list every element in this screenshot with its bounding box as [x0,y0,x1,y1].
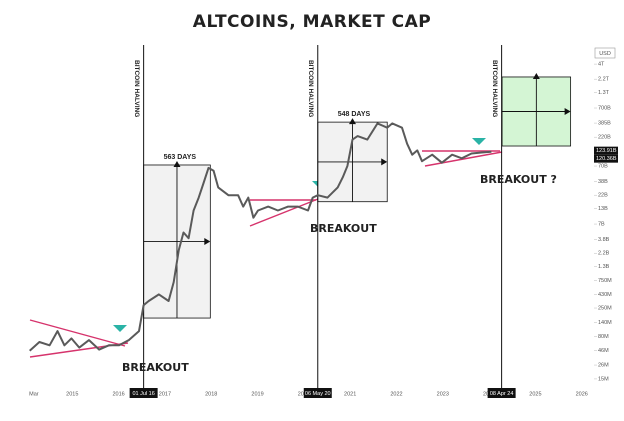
trendline [424,151,503,167]
x-tick-label: 2016 [112,391,124,397]
chart-title: ALTCOINS, MARKET CAP [193,12,431,32]
x-tick-label: 2026 [576,391,588,397]
y-tick-label: 70B [598,163,608,169]
arrow [381,158,388,166]
annotation: BREAKOUT [310,222,377,235]
date-box [303,388,332,398]
price-box [594,146,618,155]
arrow [348,118,356,125]
x-tick-label: 2017 [159,391,171,397]
y-tick-label: 15M [598,376,609,382]
y-tick-label: 13B [598,206,608,212]
y-unit: USD [599,51,611,57]
date-box [129,388,158,398]
halving-label: BITCOIN HALVING [133,60,140,117]
unit-box [594,47,616,59]
y-tick-label: 750M [598,278,612,284]
annotation: BREAKOUT [122,361,189,374]
y-tick-label: 46M [598,348,609,354]
y-tick-label: 220B [598,135,611,141]
arrow [204,238,211,246]
halving-label: BITCOIN HALVING [307,60,314,117]
y-tick-label: 250M [598,305,612,311]
marker [113,325,127,332]
y-tick-label: 2.2B [598,251,610,257]
y-tick-label: 22B [598,193,608,199]
box-label: 563 DAYS [164,154,197,161]
y-tick-label: 1.3T [598,90,610,96]
x-tick-label: 2019 [251,391,263,397]
x-tick-label: 2015 [66,391,78,397]
y-tick-label: 1.3B [598,264,610,270]
trendline [29,319,126,347]
y-tick-label: 385B [598,121,611,127]
x-tick-label: Mar [29,391,39,397]
arrow [173,160,181,167]
y-tick-label: 3.8B [598,237,610,243]
price-label: 120.36B [596,156,617,162]
date-box [487,388,516,398]
y-tick-label: 80M [598,334,609,340]
x-tick-label: 2025 [529,391,541,397]
arrow [532,72,540,79]
price-label: 123.91B [596,148,617,154]
series-line [29,122,492,352]
y-tick-label: 7B [598,222,605,228]
box-label: 548 DAYS [338,111,371,118]
y-tick-label: 140M [598,320,612,326]
y-tick-label: 430M [598,292,612,298]
y-tick-label: 700B [598,105,611,111]
trendline [249,198,319,227]
price-box [594,154,618,163]
y-tick-label: 26M [598,363,609,369]
halving-date: 01 Jul 16 [132,391,154,397]
annotation: BREAKOUT ? [480,173,557,186]
x-tick-label: 2023 [437,391,449,397]
x-tick-label: 2022 [390,391,402,397]
halving-date: 06 May 20 [305,391,331,397]
y-tick-label: 38B [598,179,608,185]
x-tick-label: 2021 [344,391,356,397]
y-tick-label: 4T [598,62,605,68]
halving-date: 08 Apr 24 [490,391,514,397]
x-tick-label: 2018 [205,391,217,397]
halving-label: BITCOIN HALVING [491,60,498,117]
y-tick-label: 2.2T [598,77,610,83]
arrow [564,107,571,115]
projections: 563 DAYS 548 DAYS [143,72,572,319]
marker [472,138,486,145]
